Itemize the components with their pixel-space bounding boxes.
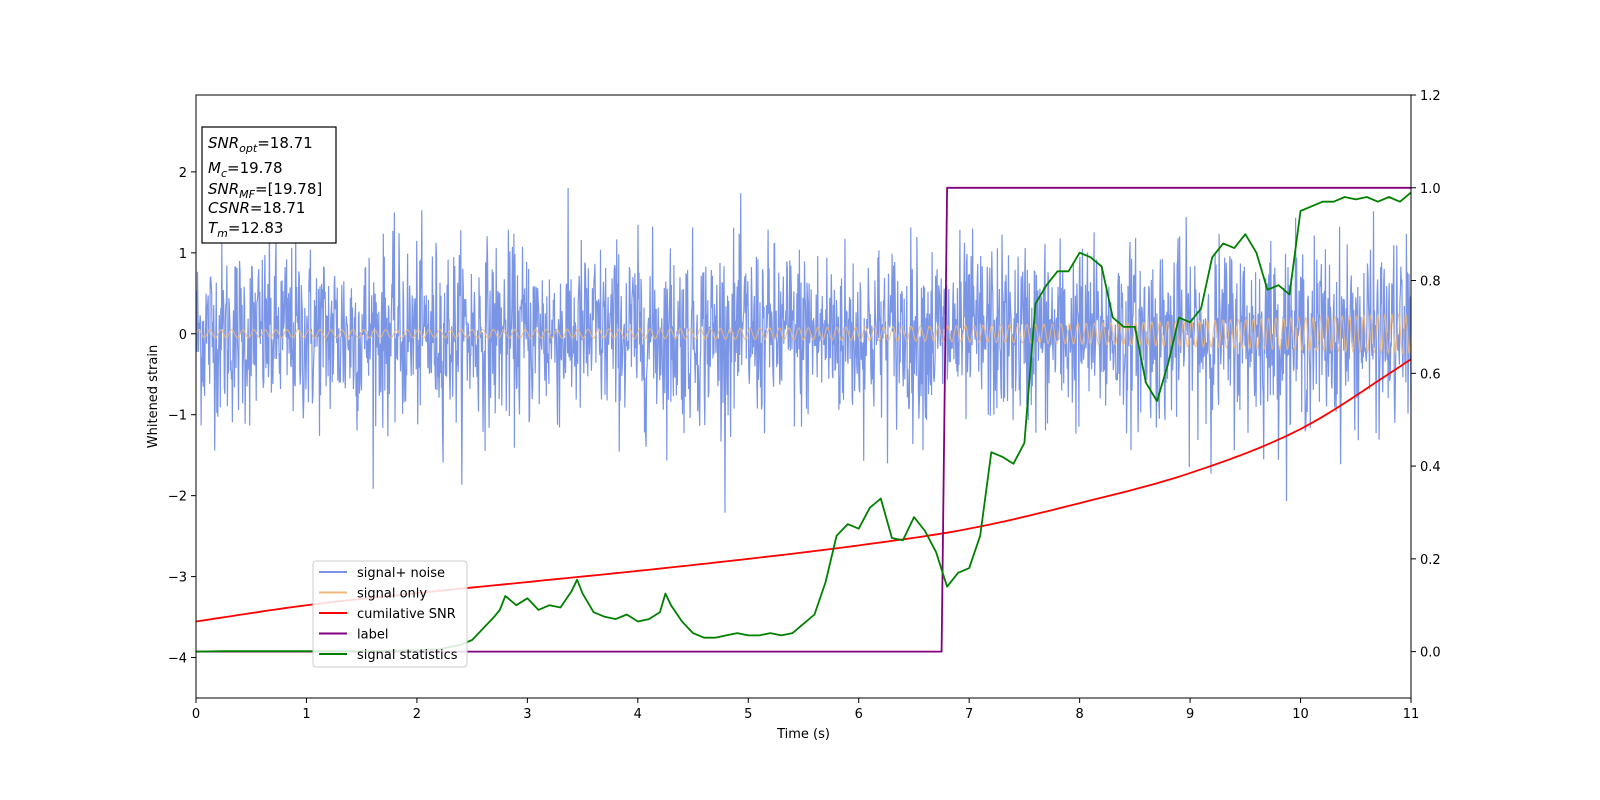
signal-noise-line: [195, 187, 1412, 513]
signal-statistics-line: [195, 191, 1412, 653]
legend-frame: [312, 560, 468, 668]
y-left-tick-label: 1: [179, 247, 187, 262]
info-line: SNRopt=18.71: [208, 134, 313, 155]
x-tick-label: 8: [1075, 707, 1083, 722]
x-tick-label: 4: [634, 707, 642, 722]
y-right-tick-label: 1.2: [1420, 89, 1441, 104]
x-tick-label: 2: [413, 707, 421, 722]
x-tick-label: 3: [523, 707, 531, 722]
y-left-tick-label: −3: [168, 571, 187, 586]
x-axis-label: Time (s): [776, 727, 830, 742]
y-left-tick-label: −4: [168, 652, 187, 667]
y-right-tick-label: 0.2: [1420, 553, 1441, 568]
legend-label: signal+ noise: [357, 566, 445, 581]
y-right-tick-label: 0.4: [1420, 460, 1441, 475]
y-right-tick-label: 0.8: [1420, 275, 1441, 290]
signal-only-line: [195, 311, 1412, 355]
y-left-tick-label: 0: [179, 328, 187, 343]
x-tick-label: 5: [744, 707, 752, 722]
series-signal-only: [195, 311, 1412, 355]
legend-label: signal statistics: [357, 648, 458, 663]
y-axis-left: −4 −3 −2 −1 0 1 2: [168, 166, 196, 667]
x-tick-label: 10: [1292, 707, 1309, 722]
x-tick-label: 7: [965, 707, 973, 722]
x-axis: 0 1 2 3 4 5 6 7 8 9 10 11: [192, 698, 1419, 722]
y-left-tick-label: 2: [179, 166, 187, 181]
legend-label: signal only: [357, 587, 427, 602]
y-left-tick-label: −1: [168, 409, 187, 424]
y-left-tick-label: −2: [168, 490, 187, 505]
legend-label: cumilative SNR: [357, 607, 456, 622]
info-box-frame: [201, 126, 337, 244]
info-line: SNRMF=[19.78]: [208, 180, 322, 201]
info-line: CSNR=18.71: [208, 199, 305, 217]
x-tick-label: 1: [302, 707, 310, 722]
x-tick-label: 6: [855, 707, 863, 722]
y-right-tick-label: 1.0: [1420, 182, 1441, 197]
axes-frame: [195, 94, 1412, 699]
y-right-tick-label: 0.6: [1420, 367, 1441, 382]
series-signal-noise: [195, 187, 1412, 513]
info-line: Tm=12.83: [208, 219, 283, 240]
info-line: Mc=19.78: [208, 159, 283, 180]
label-line: [196, 186, 1411, 653]
legend: signal+ noise signal only cumilative SNR la…: [312, 560, 468, 668]
x-tick-label: 11: [1403, 707, 1420, 722]
y-right-tick-label: 0.0: [1420, 646, 1441, 661]
x-tick-label: 0: [192, 707, 200, 722]
info-box: SNRopt=18.71 Mc=19.78SNRMF=[19.78]CSNR=18…: [201, 126, 337, 244]
legend-label: label: [357, 628, 388, 643]
y-axis-label: Whitened strain: [146, 345, 161, 448]
x-tick-label: 9: [1186, 707, 1194, 722]
y-axis-right: 0.0 0.2 0.4 0.6 0.8 1.0 1.2: [1411, 89, 1441, 661]
